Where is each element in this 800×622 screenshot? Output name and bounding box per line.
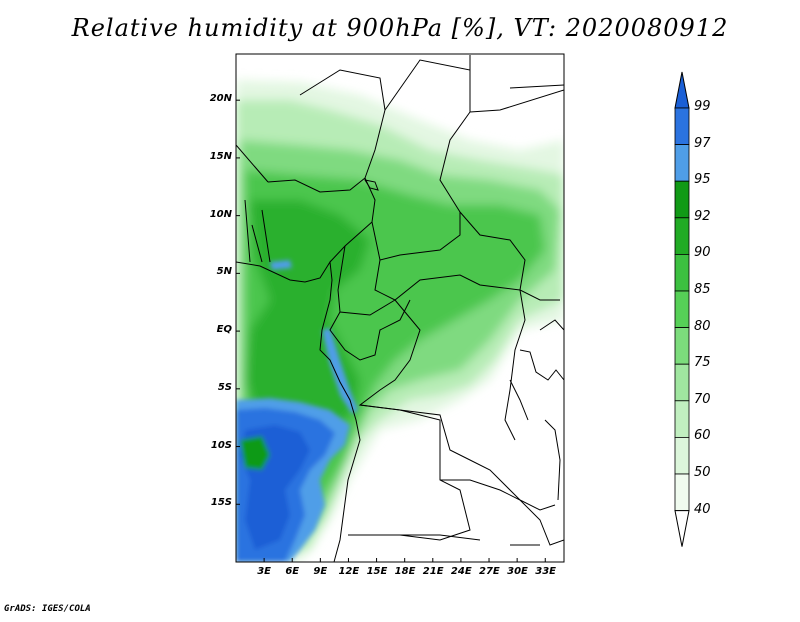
lon-tick-label: 33E — [535, 566, 556, 577]
humidity-field — [236, 54, 564, 562]
colorbar-level-label: 85 — [694, 282, 711, 297]
colorbar-level-label: 80 — [694, 318, 711, 334]
drc-border — [358, 289, 556, 511]
colorbar-segment — [674, 180, 690, 219]
angola-border — [348, 404, 471, 541]
colorbar-segment — [674, 144, 690, 182]
colorbar-level-label: 95 — [694, 172, 711, 188]
grads-credit: GrADS: IGES/COLA — [4, 604, 91, 614]
lat-tick-label: 5S — [217, 381, 232, 393]
lon-tick-label: 15E — [366, 566, 388, 577]
colorbar-segment — [674, 473, 690, 511]
colorbar-top-arrow — [674, 71, 690, 109]
colorbar — [674, 71, 690, 547]
car-border — [371, 221, 521, 301]
lake-chad — [363, 179, 379, 191]
rh-contour-92 — [240, 436, 270, 470]
colorbar-level-label: 99 — [694, 99, 711, 114]
lat-tick-label: 5N — [216, 266, 232, 278]
sudan-border — [459, 89, 564, 301]
political-boundaries — [236, 55, 564, 562]
zambia-border — [440, 479, 564, 546]
colorbar-level-label: 90 — [694, 245, 711, 261]
coastal-humidity-strip — [322, 328, 358, 414]
lat-tick-label: 10N — [209, 208, 232, 220]
lon-tick-label: 24E — [450, 566, 472, 577]
map-title: Relative humidity at 900hPa [%], VT: 202… — [71, 14, 729, 42]
lat-tick-label: 20N — [209, 93, 232, 105]
lon-tick-label: 21E — [422, 566, 444, 577]
lon-tick-label: 12E — [338, 566, 360, 577]
colorbar-level-label: 75 — [694, 355, 711, 371]
libya-egypt-border — [469, 55, 564, 112]
colorbar-bottom-arrow — [674, 510, 690, 547]
colorbar-level-label: 92 — [694, 208, 711, 224]
colorbar-segment — [674, 107, 690, 145]
benin-togo-border — [244, 199, 271, 263]
colorbar-level-label: 70 — [694, 391, 711, 407]
east-africa-lakes — [509, 319, 564, 501]
lon-tick-label: 27E — [479, 566, 500, 577]
lon-tick-label: 3E — [257, 566, 271, 577]
colorbar-level-label: 50 — [694, 465, 711, 480]
colorbar-segment — [674, 436, 690, 475]
congo-border — [329, 299, 411, 361]
colorbar-segment — [674, 290, 690, 328]
lat-tick-label: EQ — [216, 324, 232, 336]
map-frame — [235, 53, 565, 563]
colorbar-segment — [674, 400, 690, 438]
coastline — [236, 260, 361, 562]
niger-border — [236, 69, 386, 183]
colorbar-segment — [674, 363, 690, 402]
zambia-namibia — [348, 534, 540, 546]
lon-tick-label: 30E — [507, 566, 528, 577]
lat-tick-label: 15S — [210, 497, 232, 509]
colorbar-level-label: 60 — [694, 428, 711, 444]
colorbar-level-label: 40 — [694, 501, 711, 517]
colorbar-segment — [674, 253, 690, 292]
chad-border — [379, 59, 471, 261]
lon-tick-label: 18E — [394, 566, 416, 577]
lon-tick-label: 6E — [285, 566, 300, 577]
lat-tick-label: 15N — [209, 150, 232, 162]
lon-tick-label: 9E — [313, 566, 328, 577]
colorbar-level-label: 97 — [694, 135, 711, 151]
colorbar-segment — [674, 327, 690, 365]
colorbar-segment — [674, 217, 690, 255]
lat-tick-label: 10S — [210, 439, 232, 451]
coastal-humidity-strip — [270, 260, 292, 270]
